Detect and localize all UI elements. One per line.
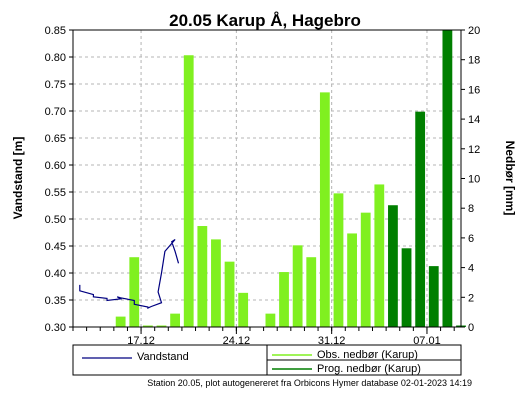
y-left-tick-label: 0.40 <box>45 268 66 280</box>
y-axis-right-label: Nedbør [mm] <box>503 141 517 216</box>
precip-bar <box>265 313 276 327</box>
y-right-tick-label: 14 <box>468 114 480 126</box>
grid-lines <box>73 30 461 327</box>
axis-ticks: 0.30 0.35 0.40 0.45 0.50 0.55 0.60 0.65 0.70 0.75… <box>45 25 481 347</box>
x-tick-label: 17.12 <box>127 335 155 347</box>
y-right-tick-label: 6 <box>468 233 474 245</box>
y-right-tick-label: 20 <box>468 25 480 37</box>
y-right-tick-label: 8 <box>468 203 474 215</box>
precip-bar <box>347 233 357 327</box>
precip-bar <box>142 325 153 327</box>
precip-bar <box>292 245 303 327</box>
legend-label-vandstand: Vandstand <box>137 351 189 363</box>
y-left-tick-label: 0.45 <box>45 241 66 253</box>
precip-bar <box>442 30 453 327</box>
y-left-tick-label: 0.70 <box>45 106 66 118</box>
precip-bar <box>319 92 330 328</box>
y-right-tick-label: 16 <box>468 84 480 96</box>
precip-bar <box>170 313 181 327</box>
precip-bar <box>279 272 289 327</box>
x-tick-label: 31.12 <box>318 335 346 347</box>
y-right-tick-label: 4 <box>468 263 474 275</box>
precip-bar <box>183 55 194 328</box>
legend: Vandstand Obs. nedbør (Karup) Prog. nedb… <box>72 344 462 376</box>
precip-bar <box>428 266 439 327</box>
precip-bar <box>306 257 317 327</box>
water-level-line-layer <box>79 238 180 310</box>
y-right-tick-label: 10 <box>468 174 480 186</box>
y-left-tick-label: 0.60 <box>45 160 66 172</box>
legend-label-prog: Prog. nedbør (Karup) <box>317 363 421 375</box>
x-tick-label: 07.01 <box>413 335 441 347</box>
precip-bar <box>115 316 126 327</box>
y-right-tick-label: 2 <box>468 292 474 304</box>
y-left-tick-label: 0.75 <box>45 79 66 91</box>
precip-bar <box>224 261 235 327</box>
y-left-tick-label: 0.30 <box>45 322 66 334</box>
precipitation-bars <box>115 30 466 328</box>
precip-bar <box>197 226 208 327</box>
y-left-tick-label: 0.55 <box>45 187 66 199</box>
y-right-tick-label: 0 <box>468 322 474 334</box>
water-level-line <box>79 238 180 310</box>
precip-bar <box>374 184 385 327</box>
y-axis-left-label: Vandstand [m] <box>11 137 25 220</box>
precip-bar <box>156 325 167 327</box>
y-right-tick-label: 18 <box>468 55 480 67</box>
legend-label-obs: Obs. nedbør (Karup) <box>317 349 418 361</box>
y-left-tick-label: 0.50 <box>45 214 66 226</box>
y-right-tick-label: 12 <box>468 144 480 156</box>
precip-bar <box>129 257 140 327</box>
x-tick-label: 24.12 <box>223 335 251 347</box>
footer-note: Station 20.05, plot autogenereret fra Or… <box>147 378 472 388</box>
y-left-tick-label: 0.35 <box>45 295 66 307</box>
precip-bar <box>401 248 412 327</box>
precip-bar <box>388 205 398 327</box>
y-left-tick-label: 0.65 <box>45 133 66 145</box>
y-left-tick-label: 0.85 <box>45 25 66 37</box>
precip-bar <box>238 292 249 327</box>
precip-bar <box>360 212 371 327</box>
precip-bar <box>415 111 426 327</box>
y-left-tick-label: 0.80 <box>45 52 66 64</box>
precip-bar <box>211 239 221 327</box>
chart-title: 20.05 Karup Å, Hagebro <box>169 11 361 30</box>
precip-bar <box>333 193 344 327</box>
